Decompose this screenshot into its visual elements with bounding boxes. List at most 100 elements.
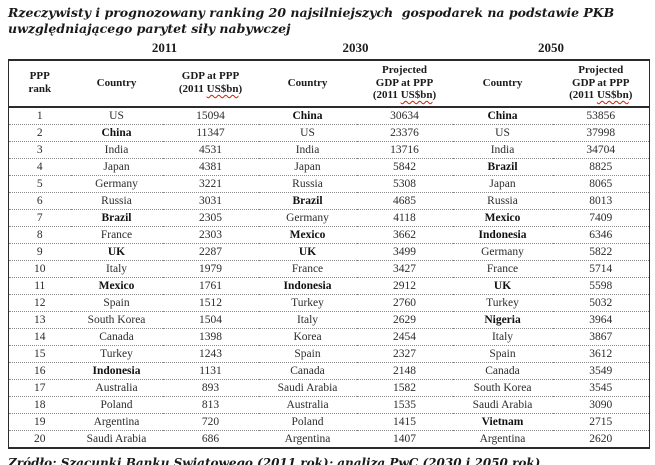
country-cell-2030: Turkey xyxy=(258,294,357,312)
table-row: 2 China 11347 US 23376 US 37998 xyxy=(8,124,651,142)
gdp-cell-2050: 5714 xyxy=(552,260,651,278)
gdp-cell-2030: 2760 xyxy=(356,294,453,312)
gdp-cell-2050: 37998 xyxy=(552,124,651,142)
gdp-cell-2011: 893 xyxy=(162,379,259,397)
gdp-cell-2030: 1415 xyxy=(356,413,453,431)
table-row: 4 Japan 4381 Japan 5842 Brazil 8825 xyxy=(8,158,651,176)
year-label-2030: 2030 xyxy=(258,39,453,61)
country-cell-2050: Saudi Arabia xyxy=(452,396,553,414)
figure-title-line2: uwzględniającego parytet siły nabywczej xyxy=(8,20,291,36)
country-cell-2050: South Korea xyxy=(452,379,553,397)
gdp-cell-2030: 5308 xyxy=(356,175,453,193)
header-country-2030: Country xyxy=(258,60,357,108)
gdp-cell-2050: 5822 xyxy=(552,243,651,261)
country-cell-2050: Indonesia xyxy=(452,226,553,244)
country-cell-2011: Canada xyxy=(70,328,163,346)
country-cell-2050: India xyxy=(452,141,553,159)
gdp-cell-2011: 1243 xyxy=(162,345,259,363)
gdp-cell-2011: 1761 xyxy=(162,277,259,295)
table-row: 18 Poland 813 Australia 1535 Saudi Arabia 3090 xyxy=(8,396,651,414)
gdp-cell-2030: 3499 xyxy=(356,243,453,261)
country-cell-2030: Canada xyxy=(258,362,357,380)
year-label-2050: 2050 xyxy=(452,39,650,61)
year-group-row: 2011 2030 2050 xyxy=(8,39,650,61)
header-ppp-rank: PPP rank xyxy=(8,60,71,108)
gdp-cell-2011: 15094 xyxy=(162,106,259,125)
country-cell-2011: France xyxy=(70,226,163,244)
country-cell-2011: Poland xyxy=(70,396,163,414)
country-cell-2030: Mexico xyxy=(258,226,357,244)
gdp-cell-2050: 3964 xyxy=(552,311,651,329)
rank-cell: 1 xyxy=(8,106,71,125)
figure-title: Rzeczywisty i prognozowany ranking 20 na… xyxy=(8,5,655,36)
country-cell-2050: Mexico xyxy=(452,209,553,227)
header-gdp-2050: Projected GDP at PPP (2011 US$bn) xyxy=(552,60,651,108)
table-row: 6 Russia 3031 Brazil 4685 Russia 8013 xyxy=(8,192,651,210)
table-row: 13 South Korea 1504 Italy 2629 Nigeria 3964 xyxy=(8,311,651,329)
gdp-cell-2011: 4531 xyxy=(162,141,259,159)
country-cell-2030: Poland xyxy=(258,413,357,431)
unit-line: (2011 US$bn) xyxy=(178,82,243,95)
gdp-cell-2050: 2715 xyxy=(552,413,651,431)
rank-cell: 3 xyxy=(8,141,71,159)
gdp-cell-2050: 3090 xyxy=(552,396,651,414)
country-cell-2030: Russia xyxy=(258,175,357,193)
country-cell-2011: South Korea xyxy=(70,311,163,329)
country-cell-2011: Indonesia xyxy=(70,362,163,380)
gdp-cell-2050: 5032 xyxy=(552,294,651,312)
table-row: 12 Spain 1512 Turkey 2760 Turkey 5032 xyxy=(8,294,651,312)
rank-cell: 20 xyxy=(8,430,71,449)
gdp-cell-2011: 813 xyxy=(162,396,259,414)
gdp-cell-2030: 2148 xyxy=(356,362,453,380)
rank-cell: 15 xyxy=(8,345,71,363)
gdp-cell-2030: 1582 xyxy=(356,379,453,397)
header-gdp-2030: Projected GDP at PPP (2011 US$bn) xyxy=(356,60,453,108)
column-header-row: PPP rank Country GDP at PPP (2011 US$bn)… xyxy=(8,60,651,108)
source-text-post: (2030 i 2050 rok) xyxy=(418,455,541,465)
country-cell-2030: Brazil xyxy=(258,192,357,210)
gdp-cell-2030: 4685 xyxy=(356,192,453,210)
table-row: 17 Australia 893 Saudi Arabia 1582 South Kore… xyxy=(8,379,651,397)
country-cell-2030: US xyxy=(258,124,357,142)
country-cell-2050: France xyxy=(452,260,553,278)
spellcheck-underline: US$bn xyxy=(400,89,433,101)
country-cell-2030: Germany xyxy=(258,209,357,227)
gdp-cell-2050: 3612 xyxy=(552,345,651,363)
country-cell-2011: US xyxy=(70,106,163,125)
country-cell-2011: Australia xyxy=(70,379,163,397)
gdp-cell-2011: 1512 xyxy=(162,294,259,312)
country-cell-2030: Italy xyxy=(258,311,357,329)
country-cell-2011: Italy xyxy=(70,260,163,278)
year-label-2011: 2011 xyxy=(70,39,259,61)
gdp-cell-2011: 2305 xyxy=(162,209,259,227)
table-row: 3 India 4531 India 13716 India 34704 xyxy=(8,141,651,159)
table-row: 15 Turkey 1243 Spain 2327 Spain 3612 xyxy=(8,345,651,363)
rank-cell: 11 xyxy=(8,277,71,295)
source-note: Zródło: Szacunki Banku Swiatowego (2011 … xyxy=(8,456,655,465)
gdp-cell-2030: 3427 xyxy=(356,260,453,278)
country-cell-2050: US xyxy=(452,124,553,142)
country-cell-2050: Brazil xyxy=(452,158,553,176)
table-row: 8 France 2303 Mexico 3662 Indonesia 6346 xyxy=(8,226,651,244)
rank-cell: 2 xyxy=(8,124,71,142)
gdp-cell-2050: 2620 xyxy=(552,430,651,449)
gdp-cell-2050: 34704 xyxy=(552,141,651,159)
country-cell-2050: Canada xyxy=(452,362,553,380)
country-cell-2050: Spain xyxy=(452,345,553,363)
gdp-cell-2011: 2287 xyxy=(162,243,259,261)
country-cell-2011: Germany xyxy=(70,175,163,193)
gdp-cell-2030: 3662 xyxy=(356,226,453,244)
country-cell-2030: France xyxy=(258,260,357,278)
country-cell-2030: Argentina xyxy=(258,430,357,449)
country-cell-2011: Japan xyxy=(70,158,163,176)
table-row: 9 UK 2287 UK 3499 Germany 5822 xyxy=(8,243,651,261)
table-row: 5 Germany 3221 Russia 5308 Japan 8065 xyxy=(8,175,651,193)
country-cell-2011: Russia xyxy=(70,192,163,210)
country-cell-2050: China xyxy=(452,106,553,125)
country-cell-2030: Saudi Arabia xyxy=(258,379,357,397)
country-cell-2050: Germany xyxy=(452,243,553,261)
gdp-cell-2030: 1407 xyxy=(356,430,453,449)
gdp-cell-2011: 2303 xyxy=(162,226,259,244)
gdp-cell-2011: 3031 xyxy=(162,192,259,210)
